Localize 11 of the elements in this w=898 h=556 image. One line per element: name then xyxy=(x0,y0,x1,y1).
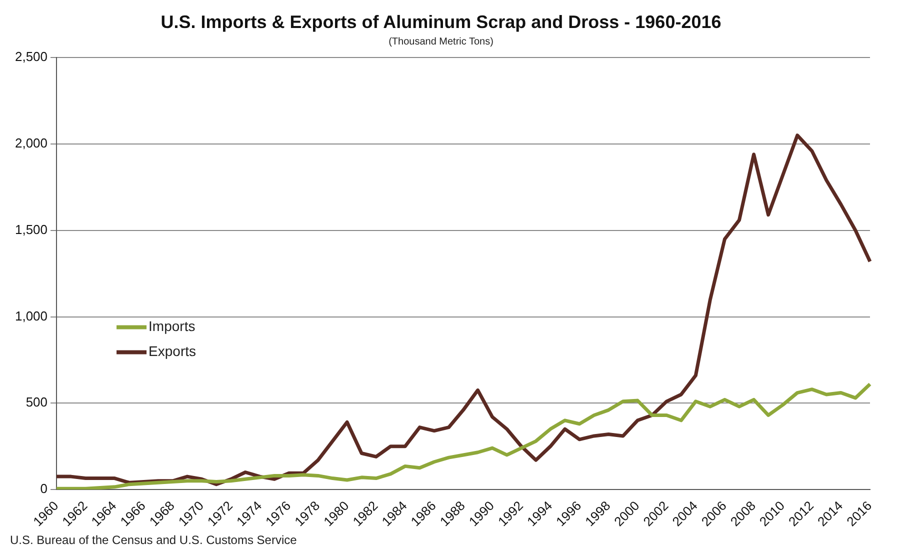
text: U.S. Bureau of the Census and U.S. Customs Service xyxy=(10,533,297,547)
chart-subtitle: (Thousand Metric Tons) xyxy=(388,36,494,48)
y-tick-label: 0 xyxy=(40,481,48,496)
legend-label: Imports xyxy=(148,318,196,334)
y-tick-label: 1,500 xyxy=(14,222,48,237)
legend-label: Exports xyxy=(148,343,196,360)
y-tick-label: 500 xyxy=(26,394,48,410)
y-tick-label: 2,000 xyxy=(14,136,48,151)
chart-title: U.S. Imports & Exports of Aluminum Scrap and Dross - 1960-2016 xyxy=(160,12,722,32)
y-tick-label: 1,000 xyxy=(14,308,48,324)
y-tick-label: 2,500 xyxy=(14,49,48,64)
